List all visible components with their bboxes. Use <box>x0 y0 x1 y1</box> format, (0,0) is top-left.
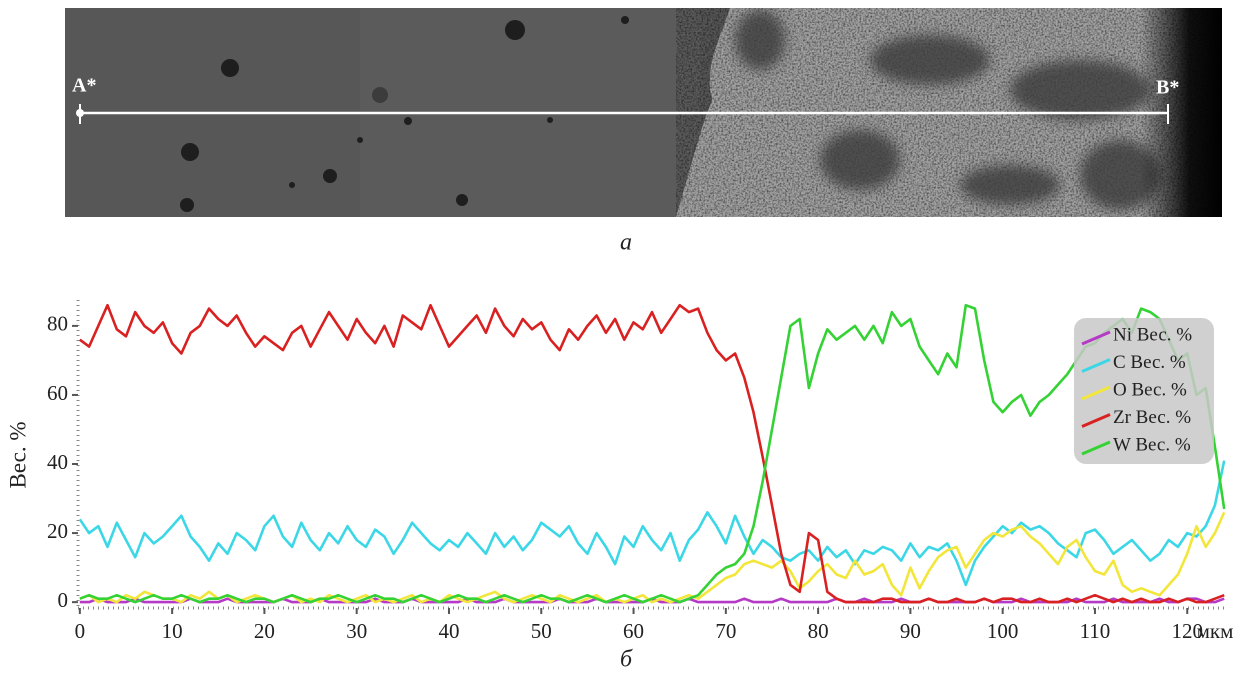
y-tick-label: 20 <box>47 519 68 543</box>
point-a: A* <box>72 75 96 97</box>
x-tick-label: 40 <box>438 619 459 643</box>
caption: б <box>620 647 633 673</box>
x-tick-label: 50 <box>531 619 552 643</box>
x-tick-label: 90 <box>900 619 921 643</box>
series-line <box>79 511 1226 604</box>
x-tick-label: 60 <box>623 619 644 643</box>
x-tick-label: 120 <box>1171 619 1203 643</box>
x-tick-label: 20 <box>254 619 275 643</box>
legend: Ni Вес. % C Вес. % O Вес. % Zr Вес. % W Вес.… <box>1074 318 1214 464</box>
legend-label: Ni Вес. % <box>1113 324 1192 345</box>
x-tick-label: 100 <box>987 619 1019 643</box>
series-line <box>79 303 1226 604</box>
legend-label: C Вес. % <box>1113 352 1186 373</box>
y-tick-label: 40 <box>47 450 68 474</box>
plot: 0 20 40 60 80 0 10 20 30 40 50 60 70 80 90 100 110 120 Ni … <box>47 300 1226 643</box>
y-axis-label: Вес. % <box>5 422 30 489</box>
series-line <box>79 303 1225 604</box>
y-tick-label: 80 <box>47 312 68 336</box>
series-line <box>78 460 1226 587</box>
y-tick-label: 60 <box>47 381 68 405</box>
x-tick-label: 110 <box>1080 619 1111 643</box>
point-b: B* <box>1156 77 1179 99</box>
x-tick-label: 10 <box>162 619 183 643</box>
legend-label: W Вес. % <box>1113 434 1191 455</box>
x-tick-label: 80 <box>808 619 829 643</box>
legend-label: Zr Вес. % <box>1113 407 1191 428</box>
legend-box <box>1074 318 1214 464</box>
caption: а <box>620 230 632 256</box>
legend-swatch <box>1081 358 1111 373</box>
x-tick-label: 70 <box>715 619 736 643</box>
x-axis-label: мкм <box>1197 619 1234 643</box>
x-tick-label: 30 <box>346 619 367 643</box>
y-tick-label: 0 <box>58 588 69 612</box>
legend-label: O Вес. % <box>1113 379 1187 400</box>
legend-swatch <box>1081 440 1111 456</box>
x-tick-label: 0 <box>75 619 86 643</box>
legend-swatch <box>1081 385 1111 401</box>
legend-swatch <box>1081 413 1111 428</box>
legend-swatch <box>1081 330 1111 346</box>
scan-start <box>76 109 84 117</box>
